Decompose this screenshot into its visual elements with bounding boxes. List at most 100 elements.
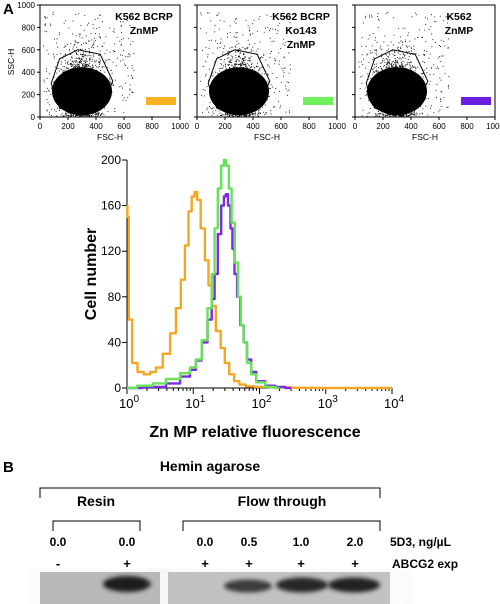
scatter-dot xyxy=(72,46,74,48)
scatter-dot xyxy=(272,28,274,30)
scatter-dot xyxy=(92,47,94,49)
scatter-dot xyxy=(207,54,209,56)
scatter-dot xyxy=(407,63,408,65)
scatter-dot xyxy=(366,54,368,56)
scatter-dot xyxy=(411,67,413,69)
scatter-dot xyxy=(433,112,435,114)
scatter-dot xyxy=(235,37,237,39)
scatter-dot xyxy=(223,114,225,116)
scatter-dot xyxy=(382,69,383,71)
scatter-dot xyxy=(52,14,54,15)
x-tick-label: 800 xyxy=(302,122,316,131)
scatter-dot xyxy=(389,114,391,116)
scatter-dot xyxy=(238,60,240,62)
scatter-dot xyxy=(129,55,131,57)
scatter-dot xyxy=(63,115,65,117)
scatter-dot xyxy=(200,12,202,14)
scatter-dot xyxy=(129,88,131,90)
scatter-dot xyxy=(96,60,98,62)
scatter-dot xyxy=(379,113,381,115)
scatter-dot xyxy=(386,50,388,51)
scatter-dot xyxy=(441,55,442,57)
scatter-dot xyxy=(254,111,256,113)
scatter-dot xyxy=(231,64,233,66)
scatter-dot xyxy=(363,22,365,24)
scatter-dot xyxy=(132,40,134,42)
scatter-dot xyxy=(217,56,219,58)
scatter-dot xyxy=(251,113,253,114)
scatter-dot xyxy=(85,62,86,64)
scatter-dot xyxy=(236,36,238,38)
scatter-dot xyxy=(434,16,436,18)
scatter-dot xyxy=(81,54,83,56)
scatter-dot xyxy=(440,99,441,100)
scatter-dot xyxy=(440,98,442,100)
scatter-dot xyxy=(131,67,133,69)
scatter-dot xyxy=(387,55,389,57)
x-tick-label: 400 xyxy=(89,122,103,131)
scatter-dot xyxy=(78,58,80,60)
scatter-dot xyxy=(398,115,400,117)
scatter-dot xyxy=(53,55,55,57)
scatter-dot xyxy=(421,37,423,38)
scatter-dot xyxy=(212,107,213,109)
scatter-dot xyxy=(438,57,439,59)
scatter-dot xyxy=(65,20,66,22)
scatter-dot xyxy=(62,70,64,71)
scatter-dot xyxy=(415,14,417,16)
scatter-dot xyxy=(77,115,78,116)
scatter-dot xyxy=(50,88,52,90)
scatter-dot xyxy=(395,63,397,65)
scatter-dot xyxy=(383,114,385,115)
scatter-dot xyxy=(74,40,76,42)
scatter-dot xyxy=(262,57,264,58)
scatter-dot xyxy=(249,44,251,45)
scatter-dot xyxy=(208,111,209,113)
scatter-dot xyxy=(69,113,71,115)
scatter-dot xyxy=(129,84,131,86)
scatter-dot xyxy=(398,64,400,66)
x-tick-label: 200 xyxy=(61,122,75,131)
scatter-dot xyxy=(270,16,272,17)
scatter-dot xyxy=(367,53,369,55)
scatter-dot xyxy=(222,54,224,55)
scatter-dot xyxy=(99,114,101,116)
scatter-dot xyxy=(367,79,369,80)
scatter-dot xyxy=(217,42,218,44)
scatter-dot xyxy=(238,42,240,44)
scatter-dot xyxy=(54,81,55,82)
scatter-dot xyxy=(88,65,89,66)
scatter-dot xyxy=(56,68,58,70)
scatter-dot xyxy=(376,69,377,71)
scatter-dot xyxy=(77,65,79,67)
scatter-dot xyxy=(378,113,380,115)
scatter-dot xyxy=(228,61,230,63)
scatter-dot xyxy=(396,66,398,68)
scatter-dot xyxy=(384,114,386,116)
scatter-dot xyxy=(245,114,247,116)
scatter-title-line: ZnMP xyxy=(287,39,316,51)
scatter-dot xyxy=(250,51,252,52)
scatter-dot xyxy=(232,115,234,117)
scatter-dot xyxy=(57,46,58,48)
scatter-dot xyxy=(409,65,411,67)
scatter-dot xyxy=(75,115,77,117)
scatter-dot xyxy=(431,67,433,69)
scatter-dot xyxy=(386,64,388,66)
scatter-dot xyxy=(259,58,261,59)
scatter-dot xyxy=(406,62,408,64)
scatter-dot xyxy=(49,114,50,116)
scatter-dot xyxy=(243,54,245,55)
scatter-dot xyxy=(75,63,77,65)
scatter-dot xyxy=(62,115,64,117)
scatter-dot xyxy=(226,57,228,59)
scatter-dot xyxy=(99,62,101,64)
scatter-dot xyxy=(243,58,245,59)
scatter-dot xyxy=(270,110,272,111)
scatter-dot xyxy=(401,114,403,116)
scatter-dot xyxy=(266,14,268,16)
scatter-dot xyxy=(365,17,366,19)
scatter-dot xyxy=(211,108,213,110)
scatter-dot xyxy=(245,63,246,65)
scatter-dot xyxy=(75,61,77,63)
